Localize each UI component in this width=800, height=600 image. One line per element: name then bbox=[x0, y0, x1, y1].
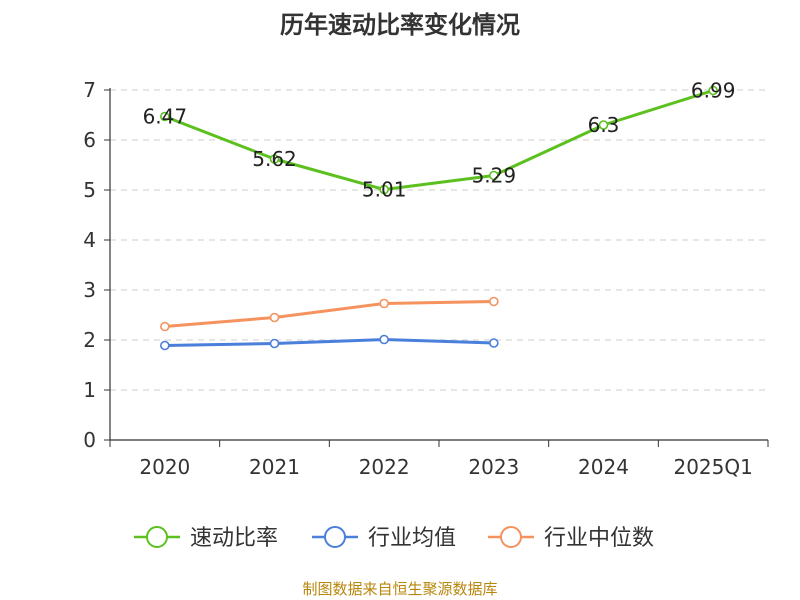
y-tick-label: 0 bbox=[83, 428, 96, 452]
data-label: 6.3 bbox=[588, 113, 620, 137]
series-layer bbox=[160, 85, 718, 351]
y-tick-label: 2 bbox=[83, 328, 96, 352]
data-point bbox=[489, 170, 499, 181]
data-point bbox=[379, 298, 389, 309]
data-point bbox=[598, 120, 609, 130]
legend-label: 行业均值 bbox=[368, 526, 456, 551]
series-line-1 bbox=[163, 338, 496, 347]
series-line-0 bbox=[163, 89, 715, 191]
legend-swatch-marker bbox=[324, 526, 346, 548]
data-point bbox=[379, 184, 389, 195]
data-label: 5.62 bbox=[252, 147, 297, 171]
legend-item-1[interactable]: 行业均值 bbox=[312, 526, 456, 551]
y-tick-label: 1 bbox=[83, 378, 96, 402]
legend-label: 行业中位数 bbox=[544, 526, 654, 551]
y-tick-label: 7 bbox=[83, 78, 96, 102]
data-labels: 6.47 5.62 5.01 5.29 6.3 6.99 bbox=[143, 79, 736, 202]
x-tick-label: 2020 bbox=[139, 455, 190, 479]
legend-item-0[interactable]: 速动比率 bbox=[134, 526, 278, 551]
legend-swatch-marker bbox=[146, 526, 168, 548]
data-label: 6.99 bbox=[691, 79, 736, 103]
data-point bbox=[269, 312, 280, 323]
legend-item-2[interactable]: 行业中位数 bbox=[488, 526, 654, 551]
y-tick-label: 4 bbox=[83, 228, 96, 252]
legend-label: 速动比率 bbox=[190, 526, 278, 551]
series-line-2 bbox=[163, 300, 496, 328]
data-label: 6.47 bbox=[143, 105, 188, 129]
x-tick-label: 2023 bbox=[468, 455, 519, 479]
x-tick-label: 2025Q1 bbox=[673, 455, 752, 479]
x-tick-label: 2024 bbox=[578, 455, 629, 479]
data-point bbox=[708, 85, 718, 96]
x-tick-label: 2021 bbox=[249, 455, 300, 479]
data-point bbox=[160, 340, 170, 351]
data-point bbox=[379, 334, 389, 345]
data-point bbox=[269, 154, 280, 164]
y-tick-label: 3 bbox=[83, 278, 96, 302]
source-note: 制图数据来自恒生聚源数据库 bbox=[302, 580, 497, 598]
axes: 0 1 2 3 4 5 6 7 2020 2021 2022 2023 2024 2025Q1 bbox=[83, 78, 769, 479]
y-tick-label: 6 bbox=[83, 128, 96, 152]
legend: 速动比率 行业均值 行业中位数 bbox=[134, 526, 654, 551]
legend-swatch-marker bbox=[500, 526, 522, 548]
data-point bbox=[160, 111, 170, 122]
x-tick-label: 2022 bbox=[359, 455, 410, 479]
y-tick-label: 5 bbox=[83, 178, 96, 202]
data-point bbox=[489, 338, 499, 348]
data-label: 5.01 bbox=[362, 178, 407, 202]
data-point bbox=[160, 321, 170, 332]
data-point bbox=[269, 338, 280, 349]
chart-title: 历年速动比率变化情况 bbox=[280, 11, 520, 39]
data-point bbox=[489, 296, 499, 307]
data-label: 5.29 bbox=[472, 164, 517, 188]
